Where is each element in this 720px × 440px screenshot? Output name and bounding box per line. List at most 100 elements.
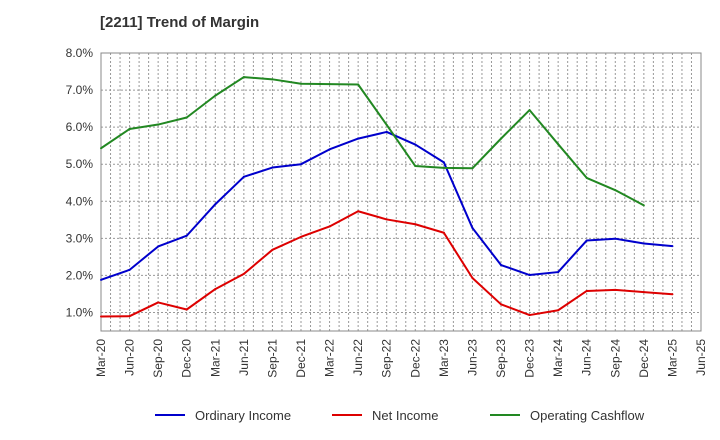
data-point bbox=[271, 248, 274, 251]
x-tick-label: Dec-21 bbox=[294, 339, 308, 378]
data-point bbox=[442, 161, 445, 164]
data-point bbox=[471, 276, 474, 279]
y-tick-label: 1.0% bbox=[66, 305, 94, 319]
x-tick-label: Jun-21 bbox=[237, 339, 251, 376]
data-point bbox=[157, 301, 160, 304]
data-point bbox=[500, 137, 502, 140]
data-point bbox=[385, 130, 388, 133]
x-tick-label: Sep-23 bbox=[494, 339, 508, 378]
data-point bbox=[271, 166, 274, 169]
y-tick-label: 5.0% bbox=[66, 157, 94, 171]
data-point bbox=[185, 308, 188, 311]
x-tick-label: Jun-22 bbox=[351, 339, 365, 376]
x-axis-ticks: Mar-20 Jun-20 Sep-20 Dec-20 Mar-21 Jun-21 Sep-… bbox=[94, 339, 708, 378]
x-tick-label: Mar-20 bbox=[94, 339, 108, 377]
y-tick-label: 8.0% bbox=[66, 46, 94, 60]
data-point bbox=[471, 167, 474, 170]
legend-label: Net Income bbox=[372, 408, 438, 423]
legend-label: Ordinary Income bbox=[195, 408, 291, 423]
x-tick-label: Sep-24 bbox=[608, 339, 622, 378]
data-point bbox=[671, 245, 674, 248]
x-tick-label: Sep-20 bbox=[151, 339, 165, 378]
data-point bbox=[242, 76, 245, 79]
data-point bbox=[328, 148, 331, 151]
data-point bbox=[271, 78, 274, 81]
x-tick-label: Dec-24 bbox=[637, 339, 651, 378]
data-point bbox=[128, 315, 131, 318]
y-tick-label: 7.0% bbox=[66, 83, 94, 97]
data-point bbox=[528, 314, 531, 317]
y-tick-label: 6.0% bbox=[66, 120, 94, 134]
plot-area-border bbox=[100, 52, 702, 332]
data-point bbox=[557, 309, 560, 312]
chart-title: [2211] Trend of Margin bbox=[100, 14, 260, 31]
x-tick-label: Sep-21 bbox=[265, 339, 279, 378]
data-point bbox=[557, 143, 560, 146]
data-point bbox=[500, 303, 502, 306]
data-point bbox=[614, 189, 617, 192]
data-point bbox=[214, 203, 217, 206]
data-point bbox=[642, 242, 645, 245]
data-point bbox=[100, 147, 102, 150]
data-point bbox=[500, 264, 502, 267]
y-axis-ticks: 1.0% 2.0% 3.0% 4.0% 5.0% 6.0% 7.0% 8.0% bbox=[66, 46, 94, 319]
data-point bbox=[214, 288, 217, 291]
series-lines bbox=[100, 76, 674, 318]
data-point bbox=[614, 288, 617, 291]
x-tick-label: Jun-20 bbox=[123, 339, 137, 376]
data-point bbox=[442, 231, 445, 234]
x-tick-label: Jun-24 bbox=[580, 339, 594, 376]
data-point bbox=[357, 210, 360, 213]
x-tick-label: Mar-25 bbox=[665, 339, 679, 377]
data-point bbox=[585, 239, 588, 242]
data-point bbox=[557, 271, 560, 274]
data-point bbox=[214, 94, 217, 97]
data-point bbox=[242, 175, 245, 178]
x-tick-label: Mar-22 bbox=[323, 339, 337, 377]
x-tick-label: Mar-21 bbox=[208, 339, 222, 377]
series-line-2 bbox=[100, 76, 645, 207]
data-point bbox=[414, 165, 417, 168]
x-tick-label: Sep-22 bbox=[380, 339, 394, 378]
data-point bbox=[357, 83, 360, 86]
data-point bbox=[585, 289, 588, 292]
data-point bbox=[385, 218, 388, 221]
data-point bbox=[128, 268, 131, 271]
data-point bbox=[157, 245, 160, 248]
data-point bbox=[528, 109, 531, 112]
data-point bbox=[128, 127, 131, 130]
data-point bbox=[300, 235, 302, 238]
series-line-1 bbox=[100, 210, 673, 318]
x-tick-label: Mar-24 bbox=[551, 339, 565, 377]
data-point bbox=[585, 176, 588, 179]
data-point bbox=[642, 204, 645, 207]
data-point bbox=[414, 143, 417, 146]
data-point bbox=[185, 234, 188, 237]
x-tick-label: Mar-23 bbox=[437, 339, 451, 377]
data-point bbox=[528, 274, 531, 277]
data-point bbox=[328, 225, 331, 228]
data-point bbox=[100, 278, 102, 281]
y-tick-label: 4.0% bbox=[66, 194, 94, 208]
data-point bbox=[385, 123, 388, 126]
legend-label: Operating Cashflow bbox=[530, 408, 645, 423]
data-point bbox=[157, 123, 160, 126]
y-tick-label: 3.0% bbox=[66, 231, 94, 245]
x-tick-label: Dec-22 bbox=[408, 339, 422, 378]
y-tick-label: 2.0% bbox=[66, 268, 94, 282]
x-tick-label: Jun-23 bbox=[465, 339, 479, 376]
x-tick-label: Dec-20 bbox=[180, 339, 194, 378]
x-tick-label: Dec-23 bbox=[523, 339, 537, 378]
data-point bbox=[300, 163, 302, 166]
data-point bbox=[614, 237, 617, 240]
data-point bbox=[642, 291, 645, 294]
x-tick-label: Jun-25 bbox=[694, 339, 708, 376]
data-point bbox=[471, 226, 474, 229]
data-point bbox=[185, 116, 188, 119]
data-point bbox=[300, 82, 302, 85]
data-point bbox=[442, 166, 445, 169]
data-point bbox=[357, 137, 360, 140]
data-point bbox=[671, 293, 674, 296]
data-point bbox=[100, 315, 102, 318]
